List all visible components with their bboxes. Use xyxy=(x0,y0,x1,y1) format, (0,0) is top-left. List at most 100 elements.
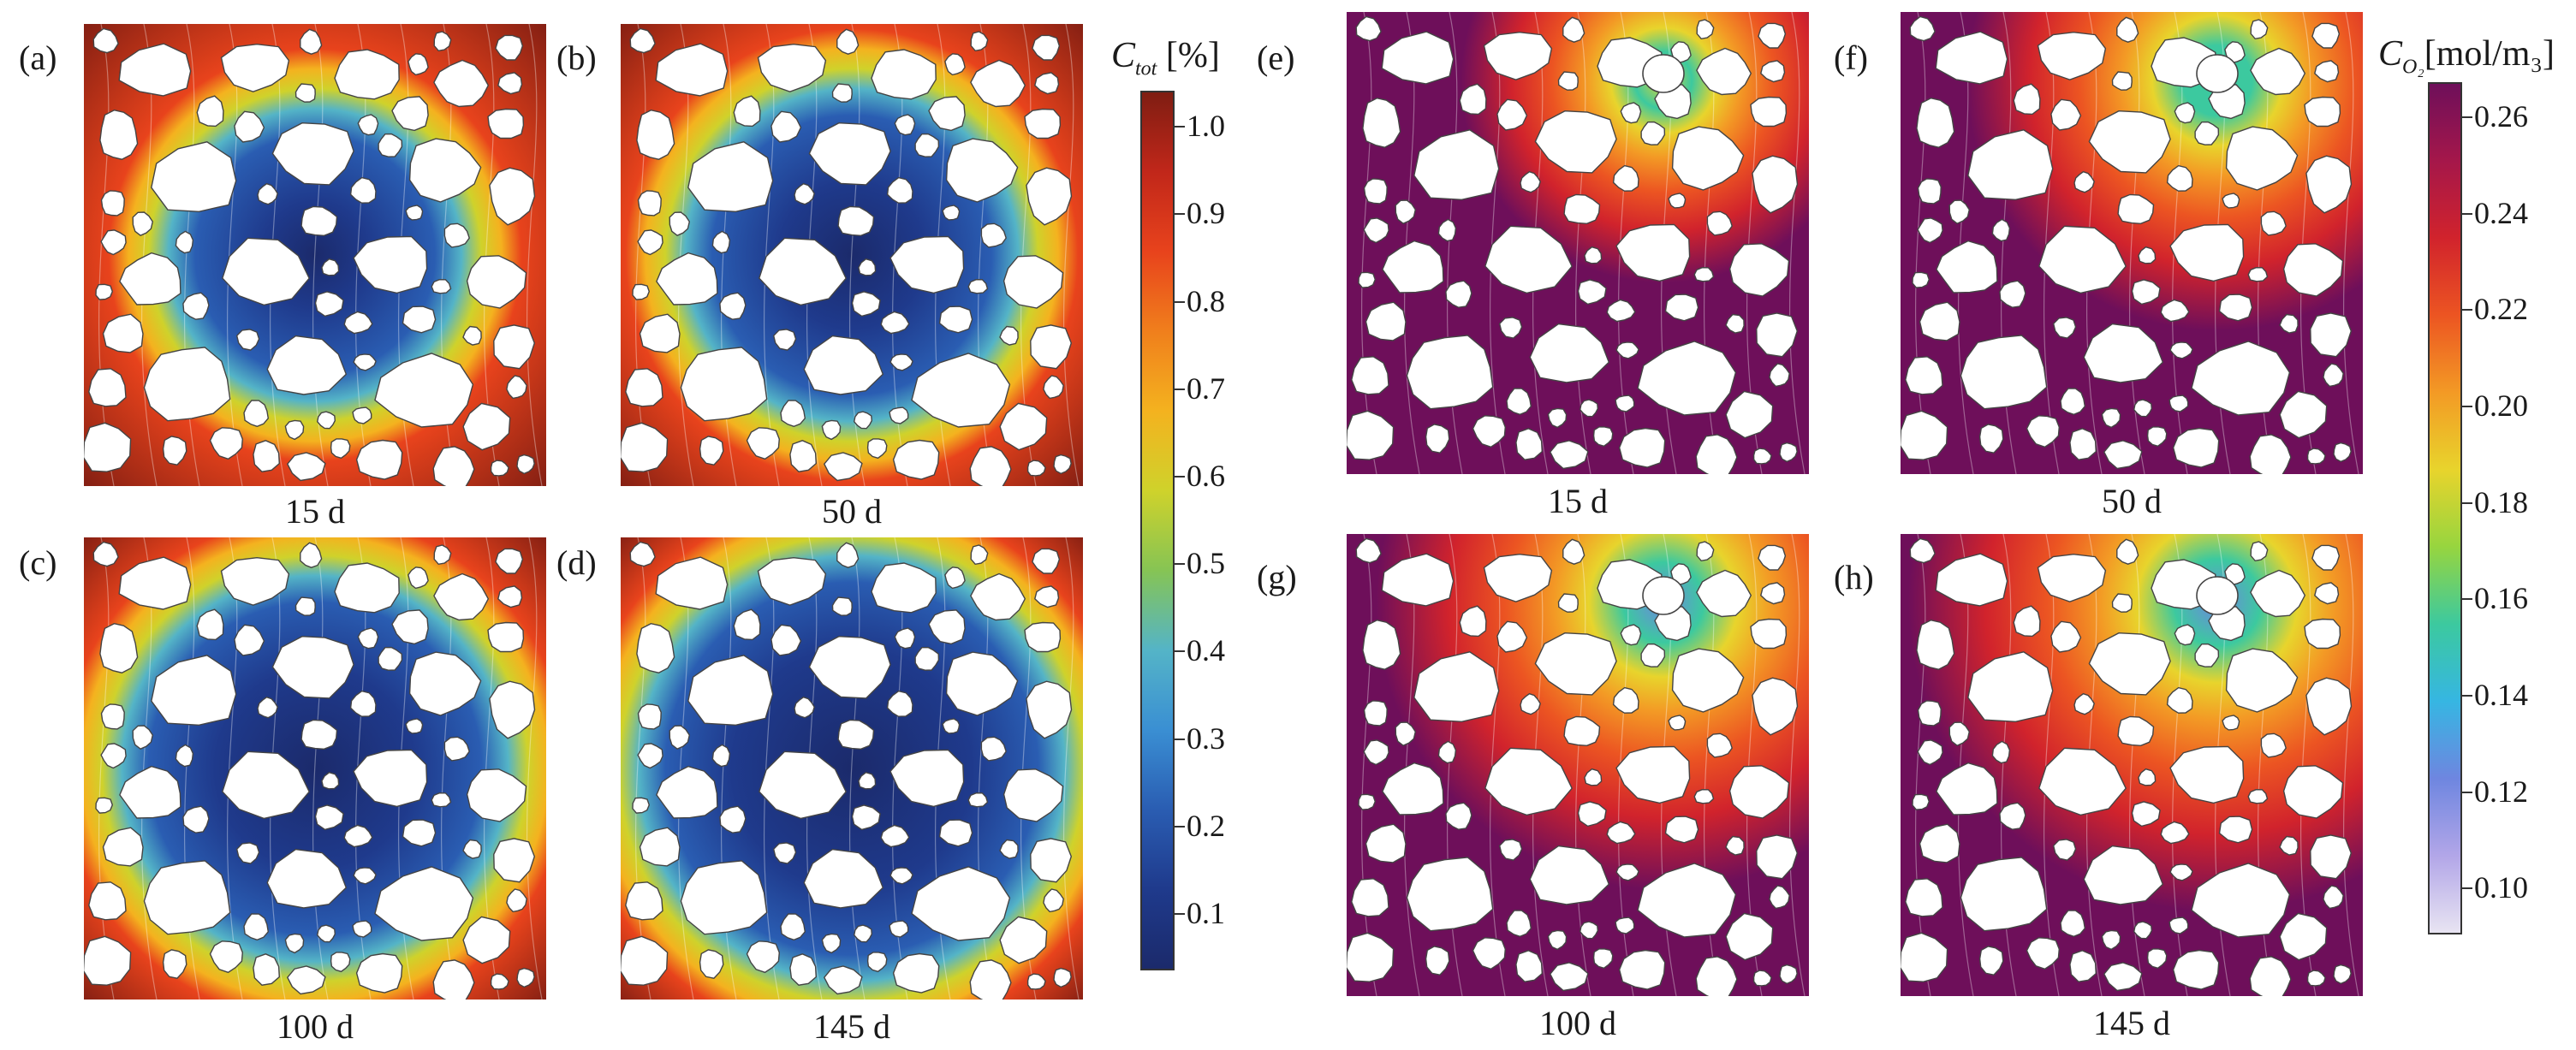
aggregate xyxy=(99,109,139,160)
time-label-a: 15 d xyxy=(285,492,345,531)
aggregate xyxy=(1483,553,1553,602)
aggregate xyxy=(1615,745,1691,804)
aggregate xyxy=(1043,375,1064,400)
aggregate xyxy=(162,949,187,979)
time-label-b: 50 d xyxy=(822,492,882,531)
aggregate xyxy=(2305,155,2353,214)
aggregate xyxy=(175,230,194,254)
aggregate xyxy=(669,211,691,237)
aggregate xyxy=(999,916,1048,964)
aggregate xyxy=(1991,218,2011,242)
aggregate xyxy=(353,235,428,294)
aggregate xyxy=(1520,170,1541,193)
aggregate xyxy=(1002,768,1064,822)
aggregate xyxy=(2083,845,2164,905)
aggregate xyxy=(1670,41,1692,64)
aggregate xyxy=(391,609,429,645)
aggregate xyxy=(462,916,511,964)
aggregate xyxy=(2247,788,2269,804)
aggregate xyxy=(343,824,373,848)
aggregate xyxy=(182,292,210,320)
aggregate xyxy=(794,696,815,719)
aggregate xyxy=(300,719,338,750)
streamline xyxy=(1062,537,1080,1000)
aggregate xyxy=(2169,863,2193,881)
aggregate xyxy=(2138,246,2157,264)
aggregate xyxy=(1425,424,1450,454)
aggregate xyxy=(2103,440,2143,470)
aggregate xyxy=(343,311,373,335)
co2-tick-label: 0.22 xyxy=(2474,292,2528,327)
aggregate xyxy=(746,940,781,974)
aggregate xyxy=(1615,394,1635,412)
aggregate xyxy=(1577,801,1607,828)
ctot-map-a xyxy=(84,24,546,486)
aggregate xyxy=(402,306,437,334)
aggregate xyxy=(2103,962,2143,992)
aggregate xyxy=(733,608,761,641)
aggregate xyxy=(353,749,428,808)
aggregate xyxy=(942,718,961,734)
aggregate xyxy=(1363,217,1389,244)
aggregate xyxy=(405,718,424,734)
panel-label-f: (f) xyxy=(1834,39,1868,77)
aggregate xyxy=(182,805,210,833)
aggregate xyxy=(821,933,842,954)
aggregate xyxy=(1756,312,1799,358)
aggregate xyxy=(2050,620,2082,653)
aggregate xyxy=(637,229,663,256)
aggregate xyxy=(851,804,881,831)
co2-tick-label: 0.12 xyxy=(2474,774,2528,809)
aggregate xyxy=(2101,407,2121,429)
aggregate xyxy=(1529,323,1610,383)
aggregate xyxy=(2218,294,2253,322)
aggregate xyxy=(2222,715,2240,731)
aggregate xyxy=(2282,243,2344,297)
aggregate xyxy=(629,27,656,54)
co2-tick-mark xyxy=(2462,501,2472,504)
aggregate xyxy=(243,913,270,941)
aggregate xyxy=(432,959,475,1000)
aggregate xyxy=(772,842,797,864)
aggregate xyxy=(490,460,509,477)
aggregate xyxy=(2026,937,2061,970)
co2-subscript: O₂ xyxy=(2402,56,2424,79)
ctot-tick-mark xyxy=(1175,650,1185,653)
aggregate xyxy=(1032,34,1061,61)
aggregate xyxy=(266,848,348,909)
aggregate xyxy=(1612,686,1639,714)
aggregate xyxy=(656,765,718,819)
aggregate xyxy=(2304,618,2341,650)
aggregate xyxy=(334,562,400,614)
aggregate xyxy=(2250,47,2306,96)
aggregate xyxy=(2174,624,2196,646)
aggregate xyxy=(1912,793,1931,810)
aggregate xyxy=(2311,544,2341,571)
aggregate xyxy=(1381,31,1455,85)
aggregate xyxy=(2225,126,2299,191)
aggregate xyxy=(402,819,437,847)
aggregate xyxy=(1425,946,1450,976)
aggregate xyxy=(516,967,535,988)
aggregate xyxy=(1728,765,1790,819)
aggregate xyxy=(1053,454,1072,475)
aggregate xyxy=(294,83,316,103)
aggregate xyxy=(889,749,965,808)
co2-map-f-svg xyxy=(1901,12,2363,474)
aggregate xyxy=(1496,98,1528,131)
aggregate xyxy=(928,96,966,132)
aggregate xyxy=(357,114,379,136)
aggregate xyxy=(914,646,940,671)
aggregate xyxy=(1459,83,1487,116)
aggregate xyxy=(489,680,536,739)
co2-tick-label: 0.20 xyxy=(2474,388,2528,423)
aggregate xyxy=(2249,956,2292,996)
aggregate xyxy=(2314,60,2340,83)
aggregate xyxy=(759,237,848,306)
aggregate xyxy=(889,920,909,938)
aggregate xyxy=(1696,19,1715,40)
aggregate xyxy=(1935,31,2008,85)
aggregate xyxy=(355,952,403,994)
aggregate xyxy=(1664,294,1699,322)
aggregate xyxy=(2101,929,2121,951)
